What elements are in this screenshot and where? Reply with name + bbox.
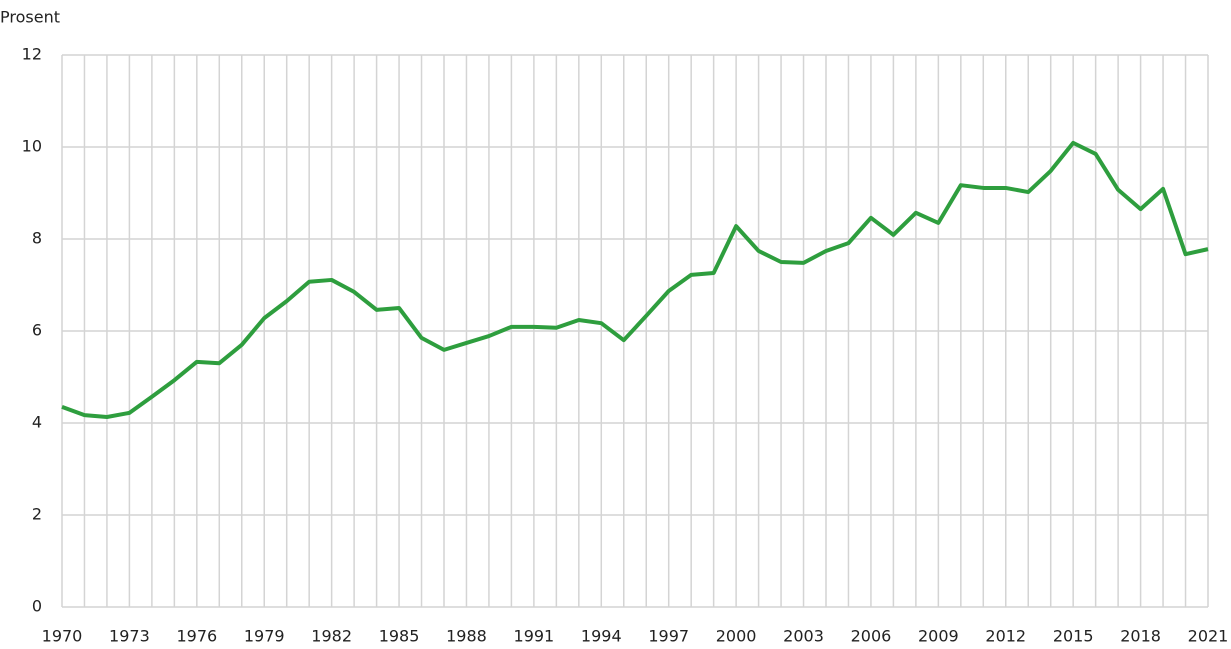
y-tick-label: 12: [22, 45, 42, 64]
x-tick-label: 1997: [648, 627, 689, 646]
y-tick-label: 6: [32, 321, 42, 340]
y-axis-label: Prosent: [0, 8, 60, 27]
x-tick-label: 1970: [42, 627, 83, 646]
y-tick-label: 4: [32, 413, 42, 432]
x-tick-label: 1982: [311, 627, 352, 646]
y-tick-label: 2: [32, 505, 42, 524]
x-tick-label: 1991: [514, 627, 555, 646]
y-tick-label: 8: [32, 229, 42, 248]
x-tick-label: 2015: [1053, 627, 1094, 646]
x-tick-label: 1994: [581, 627, 622, 646]
y-tick-label: 0: [32, 597, 42, 616]
x-tick-label: 2006: [851, 627, 892, 646]
x-tick-label: 1988: [446, 627, 487, 646]
series-line: [61, 140, 1209, 420]
x-tick-label: 1973: [109, 627, 150, 646]
x-tick-label: 2009: [918, 627, 959, 646]
x-tick-label: 2003: [783, 627, 824, 646]
x-tick-label: 2000: [716, 627, 757, 646]
x-tick-label: 1976: [176, 627, 217, 646]
x-tick-label: 2018: [1120, 627, 1161, 646]
x-tick-label: 2012: [985, 627, 1026, 646]
x-tick-label: 1979: [244, 627, 285, 646]
y-tick-label: 10: [22, 137, 42, 156]
x-tick-label: 2021: [1188, 627, 1229, 646]
x-tick-label: 1985: [379, 627, 420, 646]
